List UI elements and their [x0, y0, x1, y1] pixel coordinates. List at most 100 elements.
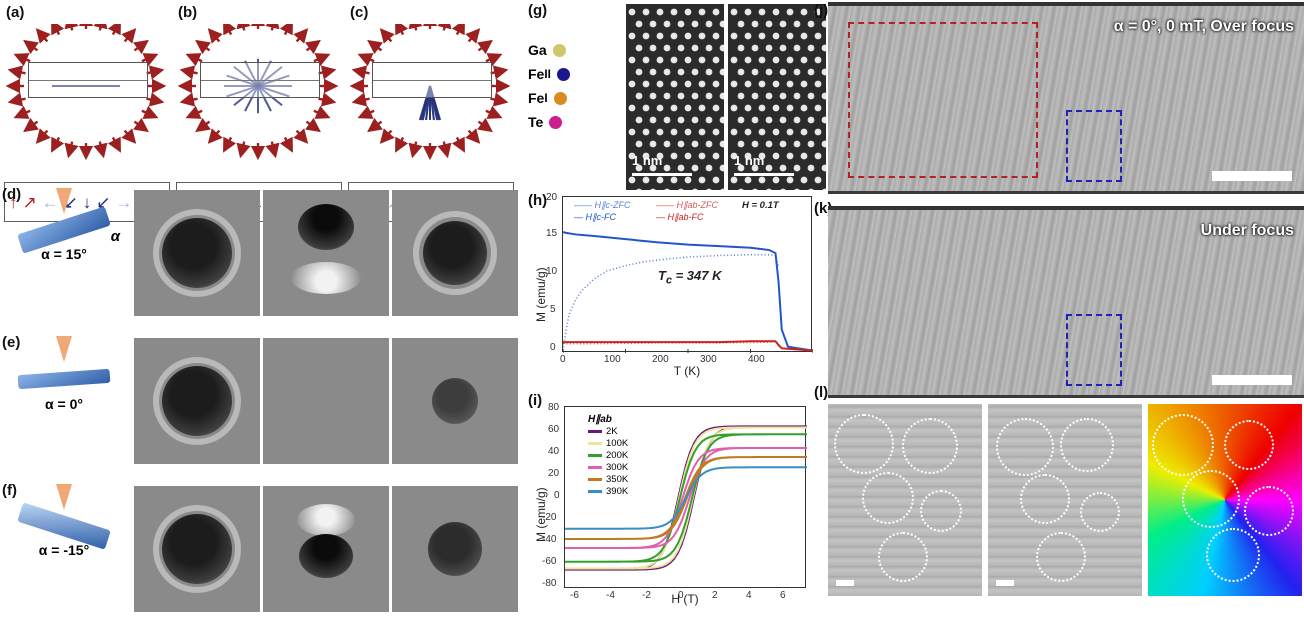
panel-k-lorentz-image[interactable]: Under focus	[828, 206, 1304, 398]
h-ytick-5: 5	[550, 304, 556, 315]
panel-f-label: (f)	[2, 482, 17, 499]
i-legend-list: 2K 100K 200K 300K 350K 390K	[588, 426, 628, 498]
scale-text-right: 1 nm	[734, 153, 764, 168]
flake-outline-c	[372, 62, 492, 98]
roi-box-red-j[interactable]	[848, 22, 1038, 178]
panel-j-lorentz-image[interactable]: α = 0°, 0 mT, Over focus	[828, 2, 1304, 194]
i-ytick-m20: -20	[542, 512, 556, 523]
panel-g: (g) Ga Fe II Fe I Te 1 nm 1 nm	[528, 2, 828, 194]
i-ytick-m40: -40	[542, 534, 556, 545]
panel-c: (c) ↑ ↘ ↗ ↙ ↓ ↘ ↗ ↗ ↑	[346, 4, 518, 182]
panel-l-image-1[interactable]	[828, 404, 982, 596]
panel-g-legend: Ga Fe II Fe I Te	[528, 42, 623, 138]
panels-abc: (a)	[2, 4, 522, 182]
panel-i-label: (i)	[528, 392, 542, 409]
panel-h: (h) M (emu/g) T (K) 20 15 10 5 0 0 100 2…	[528, 192, 828, 390]
legend-feII: Fe II	[528, 66, 623, 82]
panel-h-label: (h)	[528, 192, 547, 209]
image-e1[interactable]	[134, 338, 260, 464]
legend-te: Te	[528, 114, 623, 130]
i-ytick-20: 20	[548, 468, 559, 479]
panel-d-alpha-caption: α = 15°	[2, 246, 126, 262]
flake-outline-b	[200, 62, 320, 98]
legend-feI: Fe I	[528, 90, 623, 106]
h-xtick-0: 0	[560, 354, 566, 365]
vector-diagram-b	[174, 24, 346, 174]
legend-ga: Ga	[528, 42, 623, 58]
vector-diagram-c	[346, 24, 518, 174]
i-xtick-6: 6	[780, 590, 786, 601]
h-xtick-200: 200	[652, 354, 669, 365]
panel-b: (b) ↑ ↙ ← ↙ ↓ ↘ → ↗ ↑	[174, 4, 346, 182]
h-xlabel: T (K)	[562, 364, 812, 378]
panels-jk: (j) α = 0°, 0 mT, Over focus (k) Under f…	[828, 2, 1304, 402]
i-ytick-80: 80	[548, 402, 559, 413]
stem-image-left[interactable]: 1 nm	[626, 4, 724, 190]
panel-j-label: (j)	[814, 2, 828, 19]
i-xtick-0: 0	[678, 590, 684, 601]
i-xtick-m4: -4	[606, 590, 615, 601]
vector-diagram-a	[2, 24, 174, 174]
h-tc-annotation: Tc = 347 K	[658, 268, 722, 287]
roi-box-blue-k[interactable]	[1066, 314, 1122, 386]
i-ytick-60: 60	[548, 424, 559, 435]
panel-j-caption: α = 0°, 0 mT, Over focus	[1114, 18, 1294, 36]
flake-outline-a	[28, 62, 148, 98]
panel-e-label: (e)	[2, 334, 20, 351]
h-legend-fc-c: — H∥c-FC	[574, 212, 616, 223]
image-f1[interactable]	[134, 486, 260, 612]
legend-item-390K: 390K	[588, 486, 628, 497]
panel-e-alpha-caption: α = 0°	[2, 396, 126, 412]
scalebar-k	[1212, 375, 1292, 385]
panel-g-label: (g)	[528, 2, 547, 19]
panel-l-image-2[interactable]	[988, 404, 1142, 596]
i-xlabel: H (T)	[564, 592, 806, 606]
image-d2[interactable]	[263, 190, 389, 316]
panel-k-caption: Under focus	[1201, 222, 1294, 240]
h-ytick-0: 0	[550, 342, 556, 353]
i-xtick-4: 4	[746, 590, 752, 601]
panel-d-label: (d)	[2, 186, 21, 203]
panel-i: (i) M (emu/g) H (T) 80 60 40 20 0 -20 -4…	[528, 392, 828, 618]
h-ytick-15: 15	[546, 228, 557, 239]
i-legend-title: H∥ab	[588, 414, 612, 425]
image-d3[interactable]	[392, 190, 518, 316]
h-legend-zfc-ab: ―― H∥ab-ZFC	[656, 200, 718, 211]
panel-l: (l)	[828, 404, 1304, 604]
image-e3[interactable]	[392, 338, 518, 464]
i-ytick-m80: -80	[542, 578, 556, 589]
panel-e-setup: (e) α = 0°	[2, 334, 126, 478]
h-legend-fc-ab: — H∥ab-FC	[656, 212, 704, 223]
panel-f-setup: (f) α = -15°	[2, 482, 126, 620]
panel-a: (a)	[2, 4, 174, 182]
image-f3[interactable]	[392, 486, 518, 612]
h-legend-field: H = 0.1T	[742, 200, 779, 211]
scale-text-left: 1 nm	[632, 153, 662, 168]
h-ytick-10: 10	[546, 266, 557, 277]
panel-a-label: (a)	[6, 4, 24, 21]
i-ytick-40: 40	[548, 446, 559, 457]
panel-l-image-3[interactable]	[1148, 404, 1302, 596]
legend-item-200K: 200K	[588, 450, 628, 461]
image-d1[interactable]	[134, 190, 260, 316]
panel-c-label: (c)	[350, 4, 368, 21]
panel-d-images	[134, 190, 518, 316]
i-xtick-2: 2	[712, 590, 718, 601]
figure-root: (a)	[0, 0, 1304, 620]
legend-item-350K: 350K	[588, 474, 628, 485]
panel-b-label: (b)	[178, 4, 197, 21]
legend-item-300K: 300K	[588, 462, 628, 473]
roi-box-blue-j[interactable]	[1066, 110, 1122, 182]
image-f2[interactable]	[263, 486, 389, 612]
panel-f-alpha-caption: α = -15°	[2, 542, 126, 558]
stem-image-right[interactable]: 1 nm	[728, 4, 826, 190]
panel-d-setup: (d) α α = 15°	[2, 186, 126, 330]
alpha-symbol-d: α	[111, 228, 120, 245]
legend-item-100K: 100K	[588, 438, 628, 449]
i-ytick-m60: -60	[542, 556, 556, 567]
panel-f-images	[134, 486, 518, 612]
legend-item-2K: 2K	[588, 426, 628, 437]
panel-g-stem-images: 1 nm 1 nm	[626, 4, 826, 190]
image-e2[interactable]	[263, 338, 389, 464]
panel-l-label: (l)	[814, 384, 828, 401]
